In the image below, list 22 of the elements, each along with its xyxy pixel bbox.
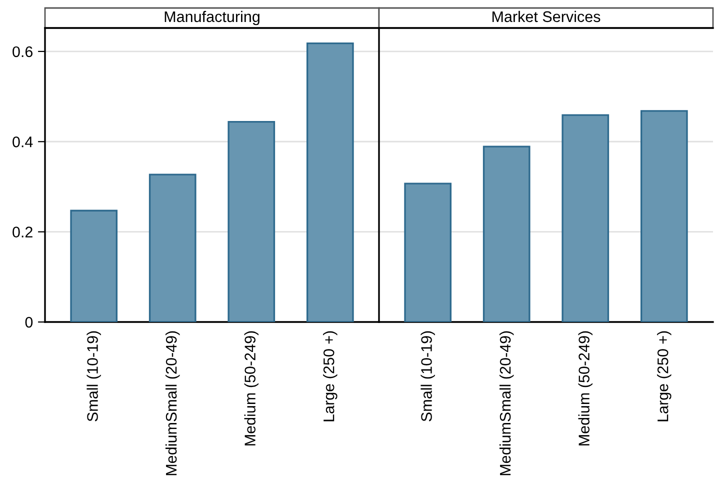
- chart-title: Manufacturing: [164, 10, 260, 26]
- bar: [562, 114, 610, 322]
- x-tick-label: Large (250 +): [657, 331, 672, 422]
- bar: [228, 120, 276, 322]
- x-tick-label: MediumSmall (20-49): [499, 331, 514, 476]
- y-tick-label: 0: [25, 316, 33, 328]
- x-tick-label: Large (250 +): [323, 331, 338, 422]
- bar: [404, 182, 452, 322]
- chart-title: Market Services: [492, 10, 600, 22]
- x-tick-label: Small (10-19): [420, 331, 435, 422]
- x-tick-label: MediumSmall (20-49): [165, 331, 180, 476]
- x-tick-label: Medium (50-249): [244, 331, 258, 446]
- x-tick-label: Medium (50-249): [578, 331, 592, 446]
- y-tick-label: 0.6: [12, 46, 33, 58]
- y-tick-label: 0.4: [12, 136, 33, 148]
- bar: [306, 42, 354, 322]
- y-tick-label: 0.2: [12, 226, 32, 238]
- bar: [640, 110, 688, 322]
- bar: [482, 146, 530, 322]
- bar: [70, 210, 118, 322]
- bar: [148, 174, 196, 322]
- x-tick-label: Small (10-19): [86, 331, 101, 422]
